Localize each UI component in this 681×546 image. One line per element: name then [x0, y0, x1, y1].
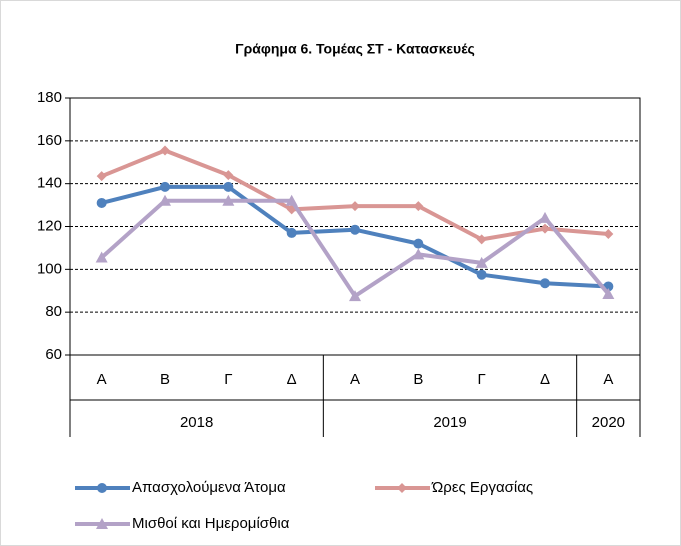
- marker: [540, 223, 550, 234]
- marker: [475, 256, 488, 268]
- marker: [350, 201, 360, 212]
- marker: [97, 483, 107, 493]
- y-tick-label: 80: [45, 303, 62, 320]
- marker: [540, 278, 550, 289]
- x-tick-label: Γ: [224, 371, 232, 388]
- x-tick-label: Α: [350, 371, 360, 388]
- y-tick-label: 140: [37, 175, 62, 192]
- marker: [413, 201, 424, 212]
- marker: [160, 145, 170, 156]
- x-tick-label: Γ: [478, 371, 486, 388]
- marker: [603, 228, 614, 239]
- marker: [539, 211, 551, 223]
- x-tick-label: Δ: [540, 371, 550, 388]
- marker: [286, 227, 297, 238]
- marker: [350, 224, 360, 235]
- marker: [397, 483, 407, 493]
- marker: [222, 194, 235, 206]
- y-tick-label: 160: [37, 132, 62, 149]
- x-group-label: 2019: [433, 414, 466, 431]
- marker: [223, 181, 234, 192]
- marker: [159, 194, 171, 206]
- marker: [223, 170, 234, 181]
- x-group-label: 2018: [180, 414, 213, 431]
- marker: [412, 248, 425, 260]
- x-tick-label: Α: [603, 371, 613, 388]
- marker: [96, 197, 107, 208]
- y-tick-label: 100: [37, 260, 62, 277]
- legend-label: Απασχολούμενα Άτομα: [132, 479, 286, 496]
- marker: [476, 269, 487, 280]
- x-tick-label: Β: [413, 371, 423, 388]
- marker: [95, 251, 108, 263]
- marker: [476, 234, 487, 245]
- y-tick-label: 60: [45, 346, 62, 363]
- marker: [349, 290, 361, 302]
- marker: [413, 238, 424, 249]
- marker: [602, 287, 615, 299]
- marker: [160, 181, 170, 192]
- marker: [285, 194, 298, 206]
- legend-label: Μισθοί και Ημερομίσθια: [132, 515, 290, 532]
- x-tick-label: Β: [160, 371, 170, 388]
- x-tick-label: Δ: [287, 371, 297, 388]
- x-tick-label: Α: [97, 371, 107, 388]
- marker: [96, 171, 107, 182]
- chart-title: Γράφημα 6. Τομέας ΣΤ - Κατασκευές: [235, 41, 475, 57]
- legend-label: Ώρες Εργασίας: [431, 479, 533, 496]
- y-tick-label: 180: [37, 89, 62, 106]
- x-group-label: 2020: [592, 414, 625, 431]
- plot-border: [69, 97, 641, 356]
- marker: [96, 518, 108, 529]
- y-tick-label: 120: [37, 217, 62, 234]
